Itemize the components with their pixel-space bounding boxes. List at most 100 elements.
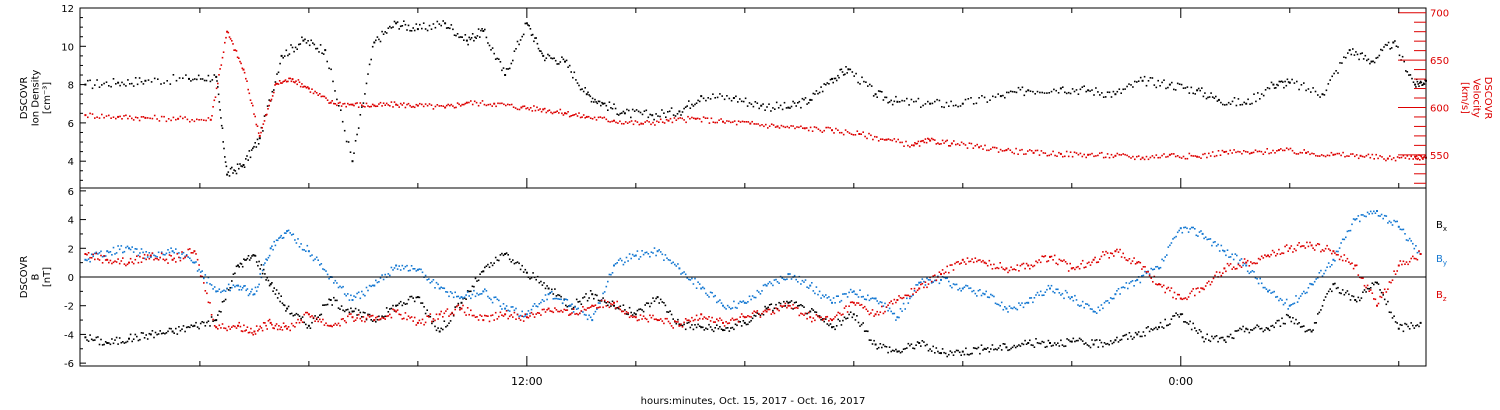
data-point-trace <box>1097 346 1100 348</box>
data-point-trace <box>625 313 628 315</box>
data-point-trace <box>559 108 562 111</box>
data-point-trace <box>176 253 179 255</box>
data-point-trace <box>178 326 180 328</box>
data-point-trace <box>499 102 501 105</box>
data-point-trace <box>294 314 296 316</box>
data-point-trace <box>1165 87 1167 90</box>
data-point-trace <box>89 334 91 336</box>
data-point-trace <box>1117 341 1120 343</box>
data-point-trace <box>1155 86 1158 89</box>
data-point <box>307 250 310 253</box>
data-point-trace <box>829 127 831 129</box>
data-point-trace <box>1229 103 1232 105</box>
data-point-trace <box>638 319 640 321</box>
data-point-trace <box>871 297 874 299</box>
data-point-trace <box>790 105 793 108</box>
data-point-trace <box>1044 291 1047 293</box>
data-point-trace <box>382 102 385 104</box>
data-point-trace <box>1109 340 1112 342</box>
data-point-trace <box>873 297 875 300</box>
data-point-trace <box>1180 83 1183 86</box>
data-point-trace <box>1377 157 1379 160</box>
data-point-trace <box>309 91 312 93</box>
data-point-trace <box>1354 155 1356 158</box>
data-point-trace <box>1382 292 1384 294</box>
data-point-trace <box>1412 324 1414 327</box>
data-point-trace <box>825 316 827 318</box>
data-point <box>1136 333 1139 336</box>
data-point-trace <box>574 313 576 315</box>
data-point-trace <box>1061 292 1064 295</box>
data-point-trace <box>91 87 94 90</box>
data-point-trace <box>1025 262 1028 265</box>
data-point <box>525 22 528 25</box>
data-point-trace <box>477 279 480 282</box>
data-point-trace <box>621 310 623 313</box>
data-point-trace <box>538 303 541 305</box>
data-point-trace <box>1250 271 1252 273</box>
data-point-trace <box>510 103 513 106</box>
data-point-trace <box>463 39 465 41</box>
data-point-trace <box>132 251 135 253</box>
data-point-trace <box>1345 291 1347 294</box>
data-point-trace <box>336 98 338 101</box>
legend-main: B <box>1436 254 1443 265</box>
data-point-trace <box>1262 286 1265 289</box>
data-point-trace <box>1120 286 1123 289</box>
data-point-trace <box>1032 344 1034 347</box>
data-point-trace <box>311 88 313 90</box>
data-point-trace <box>94 84 96 86</box>
data-point-trace <box>1038 259 1040 261</box>
magnetic-field-series <box>84 210 1422 358</box>
data-point-trace <box>1094 339 1096 342</box>
data-point-trace <box>616 300 618 303</box>
data-point-trace <box>277 71 280 74</box>
data-point <box>1348 49 1351 52</box>
data-point-trace <box>266 259 268 261</box>
data-point-trace <box>671 121 674 124</box>
data-point-trace <box>630 116 632 119</box>
data-point-trace <box>908 104 910 106</box>
data-point-trace <box>364 312 366 314</box>
data-point <box>809 98 812 101</box>
data-point-trace <box>837 311 839 314</box>
data-point-trace <box>221 323 224 325</box>
data-point-trace <box>1132 155 1134 158</box>
data-point <box>743 321 746 324</box>
data-point <box>732 97 735 99</box>
data-point-trace <box>1373 283 1375 286</box>
data-point-trace <box>522 315 525 318</box>
data-point-trace <box>561 302 564 305</box>
data-point-trace <box>1251 329 1254 331</box>
data-point-trace <box>811 282 813 284</box>
data-point-trace <box>972 103 975 105</box>
data-point-trace <box>262 264 265 266</box>
data-point <box>209 118 212 121</box>
data-point <box>1032 151 1035 154</box>
data-point-trace <box>1055 262 1057 265</box>
data-point-trace <box>1254 326 1257 329</box>
data-point-trace <box>634 120 637 122</box>
data-point <box>460 307 463 310</box>
data-point-trace <box>1285 244 1288 246</box>
data-point-trace <box>248 150 251 152</box>
data-point <box>416 104 419 107</box>
data-point-trace <box>112 246 115 249</box>
data-point-trace <box>576 82 579 84</box>
data-point-trace <box>562 58 565 61</box>
data-point-trace <box>264 322 266 324</box>
data-point-trace <box>255 261 258 263</box>
data-point-trace <box>870 85 873 87</box>
data-point-trace <box>1058 292 1061 294</box>
data-point-trace <box>638 258 640 260</box>
data-point-trace <box>881 346 883 349</box>
data-point-trace <box>819 129 822 132</box>
data-point-trace <box>909 344 911 347</box>
data-point <box>329 101 332 104</box>
data-point-trace <box>1038 342 1040 345</box>
data-point-trace <box>747 301 749 303</box>
data-point-trace <box>254 286 257 289</box>
data-point-trace <box>265 258 267 260</box>
data-point-trace <box>1017 153 1019 155</box>
data-point-trace <box>1404 322 1406 325</box>
